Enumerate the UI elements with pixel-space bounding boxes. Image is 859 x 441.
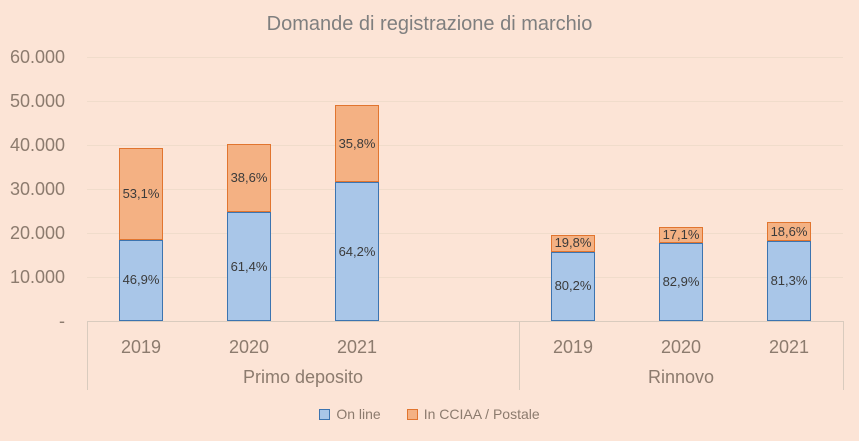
x-axis-year-label: 2020 — [228, 337, 270, 357]
y-axis-tick-label: 30.000 — [9, 179, 65, 199]
x-axis-year-label: 2019 — [120, 337, 162, 357]
bar-segment-cciaa — [119, 147, 163, 240]
category-divider — [87, 321, 88, 390]
x-axis-year-label: 2021 — [768, 337, 810, 357]
x-axis-year-label: 2021 — [336, 337, 378, 357]
gridline — [87, 101, 843, 102]
x-axis-group-label: Primo deposito — [242, 367, 364, 387]
bar-data-label: 82,9% — [662, 274, 700, 290]
x-axis-year-label: 2019 — [552, 337, 594, 357]
x-axis-line — [87, 321, 844, 322]
bar-segment-online — [227, 212, 271, 321]
gridline — [87, 189, 843, 190]
bar-segment-cciaa — [227, 143, 271, 213]
bar-data-label: 17,1% — [662, 227, 700, 243]
x-axis-year-label: 2020 — [660, 337, 702, 357]
bar-segment-cciaa — [659, 227, 703, 244]
bar-segment-cciaa — [551, 234, 595, 252]
bar-data-label: 46,9% — [122, 272, 160, 288]
legend-swatch-online-icon — [319, 408, 331, 420]
bar-data-label: 80,2% — [554, 278, 592, 294]
bar-data-label: 61,4% — [230, 258, 268, 274]
category-divider — [519, 321, 520, 390]
bar-segment-cciaa — [335, 105, 379, 183]
legend-label-cciaa: In CCIAA / Postale — [423, 406, 540, 422]
legend-swatch-cciaa-icon — [406, 408, 418, 420]
bar-segment-online — [335, 182, 379, 321]
bar-segment-online — [659, 243, 703, 321]
gridline — [87, 57, 843, 58]
gridline — [87, 145, 843, 146]
category-divider — [843, 321, 844, 390]
bar-data-label: 53,1% — [122, 185, 160, 201]
y-axis-tick-label: 10.000 — [9, 267, 65, 287]
bar-data-label: 81,3% — [770, 272, 808, 288]
bar-segment-online — [767, 240, 811, 321]
legend: On line In CCIAA / Postale — [0, 402, 859, 426]
x-axis-group-label: Rinnovo — [647, 367, 715, 387]
chart-title: Domande di registrazione di marchio — [266, 13, 593, 35]
bar-data-label: 19,8% — [554, 235, 592, 251]
gridline — [87, 233, 843, 234]
y-axis-tick-label: 40.000 — [9, 135, 65, 155]
legend-label-online: On line — [336, 406, 381, 422]
bar-segment-online — [119, 239, 163, 321]
y-axis-tick-label: 60.000 — [9, 47, 65, 67]
legend-item-cciaa: In CCIAA / Postale — [406, 406, 540, 422]
legend-item-online: On line — [319, 406, 381, 422]
y-axis-tick-label: - — [59, 311, 65, 331]
bar-data-label: 35,8% — [338, 135, 376, 151]
bar-segment-cciaa — [767, 222, 811, 241]
bar-segment-online — [551, 251, 595, 321]
gridline — [87, 277, 843, 278]
bar-data-label: 38,6% — [230, 170, 268, 185]
bar-data-label: 18,6% — [770, 223, 808, 239]
bar-data-label: 64,2% — [338, 243, 376, 259]
y-axis-tick-label: 50.000 — [9, 91, 65, 111]
y-axis-tick-label: 20.000 — [9, 223, 65, 243]
